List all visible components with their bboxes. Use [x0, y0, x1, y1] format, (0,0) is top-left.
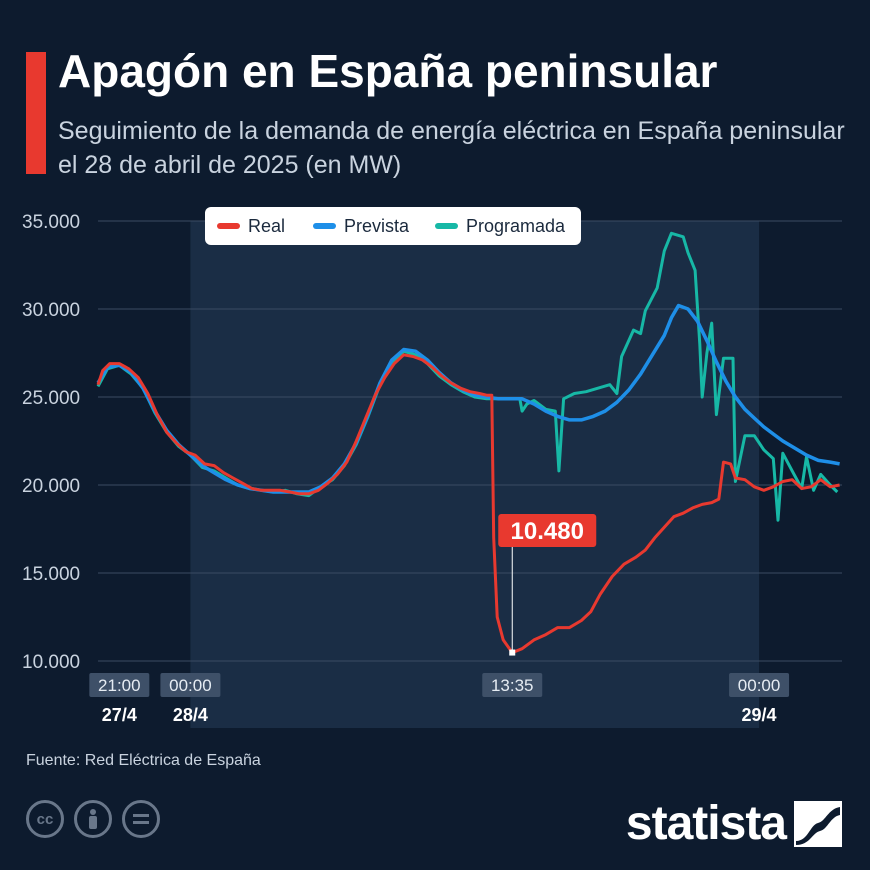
y-tick-label: 20.000 — [22, 476, 80, 497]
y-tick-label: 10.000 — [22, 652, 80, 673]
annotation-marker — [509, 649, 516, 656]
annotation-box — [498, 514, 597, 547]
person-icon[interactable] — [74, 800, 112, 838]
cc-icon[interactable]: cc — [26, 800, 64, 838]
highlight-band — [190, 221, 760, 728]
legend-box — [205, 207, 581, 245]
y-tick-label: 35.000 — [22, 212, 80, 233]
legend-label-real: Real — [248, 216, 285, 236]
series-line-real — [96, 353, 840, 655]
y-tick-label: 25.000 — [22, 388, 80, 409]
series-line-prevista — [96, 303, 840, 494]
x-tick-time: 00:00 — [738, 676, 781, 695]
page-subtitle: Seguimiento de la demanda de energía elé… — [58, 117, 845, 179]
brand-name: statista — [625, 797, 787, 850]
equals-icon[interactable] — [122, 800, 160, 838]
license-icons: cc — [26, 800, 160, 838]
x-tick-time: 00:00 — [169, 676, 212, 695]
statista-brand[interactable]: statista — [626, 796, 842, 851]
source-note: Fuente: Red Eléctrica de España — [26, 752, 261, 769]
x-tick-box — [482, 673, 543, 697]
page-title: Apagón en España peninsular — [58, 45, 718, 97]
annotation-label: 10.480 — [511, 518, 584, 545]
x-tick-time: 13:35 — [491, 676, 534, 695]
x-tick-box — [729, 673, 790, 697]
y-tick-label: 30.000 — [22, 300, 80, 321]
legend-label-programada: Programada — [466, 216, 566, 236]
statista-logo-icon — [794, 800, 842, 847]
legend-label-prevista: Prevista — [344, 216, 410, 236]
y-tick-label: 15.000 — [22, 564, 80, 585]
x-tick-date: 29/4 — [742, 705, 777, 725]
accent-bar — [26, 52, 46, 174]
line-chart: 10.000 15.000 20.000 25.000 30.000 35.000 10.4… — [22, 207, 842, 728]
x-tick-date: 28/4 — [173, 705, 208, 725]
x-tick-box — [89, 673, 150, 697]
x-tick-date: 27/4 — [102, 705, 137, 725]
x-tick-time: 21:00 — [98, 676, 141, 695]
x-tick-box — [160, 673, 221, 697]
